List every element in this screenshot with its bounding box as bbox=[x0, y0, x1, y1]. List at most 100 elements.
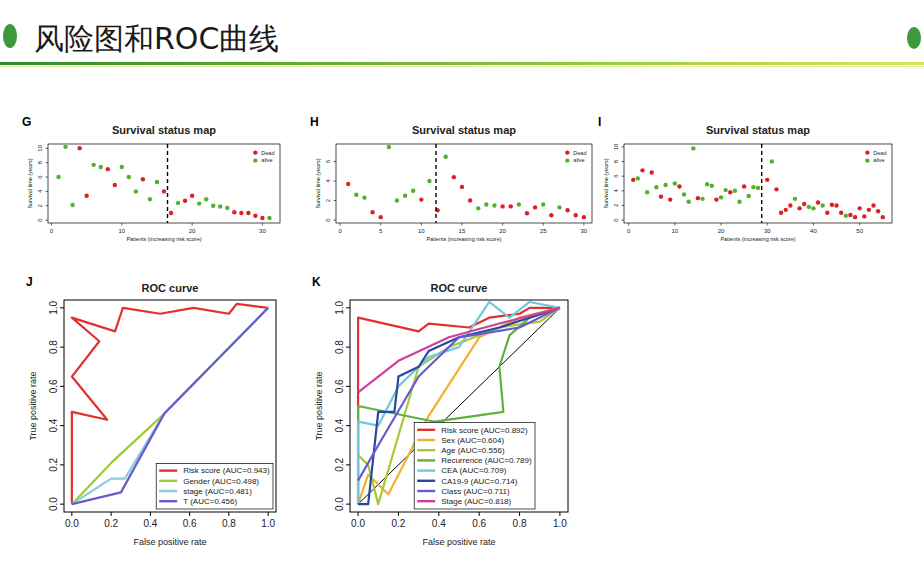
x-axis-title: False positive rate bbox=[422, 537, 495, 547]
point bbox=[183, 199, 187, 203]
legend-box bbox=[564, 148, 588, 165]
legend: Risk score (AUC=0.892)Sex (AUC=0.604)Age… bbox=[414, 423, 535, 509]
y-tick bbox=[346, 425, 350, 426]
y-tick bbox=[346, 464, 350, 465]
point bbox=[691, 146, 695, 150]
x-axis-title: Patients (increasing risk score) bbox=[720, 236, 795, 242]
point bbox=[784, 208, 788, 212]
legend-box bbox=[414, 423, 535, 509]
point bbox=[127, 175, 131, 179]
y-tick bbox=[622, 161, 625, 162]
x-tick bbox=[813, 223, 814, 226]
x-tick-label: 30 bbox=[581, 228, 588, 234]
point bbox=[468, 198, 472, 202]
point bbox=[77, 146, 81, 150]
legend-label: Age (AUC=0.556) bbox=[441, 446, 505, 455]
y-tick-label: 0.6 bbox=[48, 379, 59, 393]
x-tick bbox=[268, 512, 269, 516]
x-tick-label: 0.2 bbox=[104, 518, 118, 529]
legend-label: CEA (AUC=0.709) bbox=[441, 466, 506, 475]
point bbox=[509, 204, 513, 208]
point bbox=[710, 183, 714, 187]
point bbox=[484, 202, 488, 206]
point bbox=[756, 186, 760, 190]
legend-swatch bbox=[159, 480, 177, 482]
point bbox=[871, 203, 875, 207]
point bbox=[765, 178, 769, 182]
x-tick bbox=[438, 512, 439, 516]
point bbox=[419, 197, 423, 201]
panel-k: KROC curve0.00.20.40.60.81.00.00.20.40.6… bbox=[312, 275, 568, 547]
legend-swatch bbox=[159, 490, 177, 492]
y-axis-title: Survival time (years) bbox=[603, 158, 609, 208]
plot-frame bbox=[624, 144, 892, 223]
point bbox=[696, 196, 700, 200]
x-tick bbox=[767, 223, 768, 226]
point bbox=[148, 197, 152, 201]
point bbox=[830, 203, 834, 207]
y-tick bbox=[46, 177, 49, 178]
x-tick bbox=[111, 512, 112, 516]
x-tick-label: 0.0 bbox=[65, 518, 79, 529]
y-tick-label: 1.0 bbox=[48, 300, 59, 314]
point bbox=[476, 206, 480, 210]
point bbox=[582, 215, 586, 219]
legend-label: alive bbox=[573, 158, 584, 164]
x-tick bbox=[150, 512, 151, 516]
legend-swatch bbox=[865, 150, 869, 154]
y-tick-label: 1.0 bbox=[334, 300, 345, 314]
panel-letter: J bbox=[26, 275, 33, 289]
y-tick-label: 2 bbox=[326, 198, 332, 202]
point bbox=[788, 203, 792, 207]
y-tick bbox=[622, 205, 625, 206]
point bbox=[881, 215, 885, 219]
point bbox=[387, 145, 391, 149]
point bbox=[640, 168, 644, 172]
point bbox=[807, 205, 811, 209]
point bbox=[723, 188, 727, 192]
x-tick-label: 30 bbox=[259, 228, 266, 234]
legend-label: stage (AUC=0.481) bbox=[183, 487, 252, 496]
panel-letter: I bbox=[598, 115, 601, 129]
legend: Deadalive bbox=[564, 148, 588, 165]
x-tick-label: 0.8 bbox=[222, 518, 236, 529]
point bbox=[853, 215, 857, 219]
y-tick bbox=[334, 200, 337, 201]
point bbox=[663, 183, 667, 187]
y-tick bbox=[334, 181, 337, 182]
y-tick bbox=[622, 220, 625, 221]
legend-label: alive bbox=[261, 158, 272, 164]
point bbox=[779, 211, 783, 215]
point bbox=[218, 204, 222, 208]
point bbox=[141, 177, 145, 181]
x-axis-title: False positive rate bbox=[133, 537, 206, 547]
x-tick bbox=[479, 512, 480, 516]
decor-left bbox=[3, 24, 17, 48]
point bbox=[793, 197, 797, 201]
point bbox=[677, 184, 681, 188]
point bbox=[346, 182, 350, 186]
legend-label: Stage (AUC=0.818) bbox=[441, 497, 511, 506]
legend-label: alive bbox=[873, 158, 884, 164]
y-tick bbox=[60, 347, 64, 348]
point bbox=[395, 198, 399, 202]
panel-g: GSurvival status map01020300246810Patien… bbox=[22, 115, 280, 242]
legend-swatch bbox=[417, 459, 435, 461]
legend-label: Sex (AUC=0.604) bbox=[441, 436, 504, 445]
point bbox=[56, 175, 60, 179]
legend-label: Recurrence (AUC=0.789) bbox=[441, 456, 532, 465]
panel-j: JROC curve0.00.20.40.60.81.00.00.20.40.6… bbox=[26, 275, 276, 547]
y-tick bbox=[346, 307, 350, 308]
point bbox=[682, 192, 686, 196]
plot-frame bbox=[336, 144, 592, 223]
panel-letter: K bbox=[312, 275, 321, 289]
point bbox=[751, 185, 755, 189]
point bbox=[733, 189, 737, 193]
header-rule-light bbox=[0, 66, 924, 67]
y-tick bbox=[46, 205, 49, 206]
legend-label: Risk score (AUC=0.892) bbox=[441, 426, 528, 435]
x-tick-label: 20 bbox=[499, 228, 506, 234]
point bbox=[211, 204, 215, 208]
y-tick bbox=[622, 146, 625, 147]
point bbox=[774, 187, 778, 191]
